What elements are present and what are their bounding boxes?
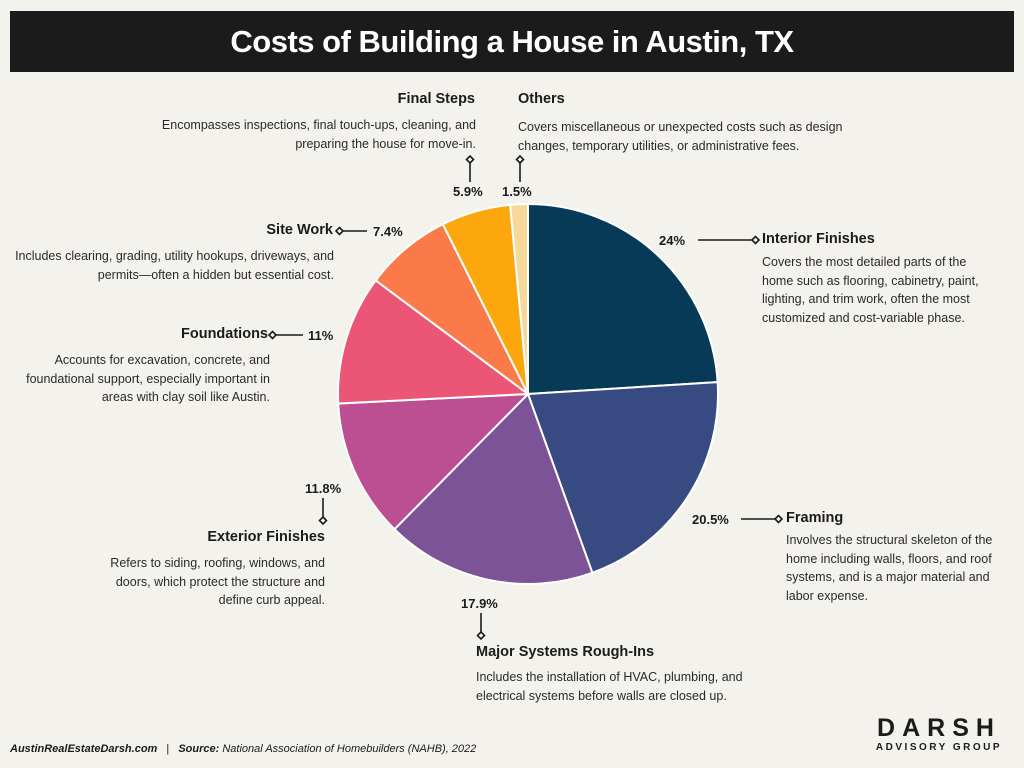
pie-slice-others bbox=[509, 202, 529, 395]
slice-label-foundations: 11% bbox=[308, 328, 334, 343]
category-description-final-steps: Encompasses inspections, final touch-ups… bbox=[161, 118, 476, 151]
category-description-major-systems: Includes the installation of HVAC, plumb… bbox=[476, 670, 743, 703]
leader-lines bbox=[267, 154, 784, 641]
category-title-major-systems: Major Systems Rough-Ins bbox=[476, 644, 655, 660]
brand-logo: DARSH ADVISORY GROUP bbox=[864, 714, 1014, 753]
category-description-framing: Involves the structural skeleton of the … bbox=[786, 533, 993, 603]
slice-label-major-systems: 17.9% bbox=[461, 596, 498, 611]
pie-slice-major-systems-rough-ins bbox=[393, 392, 594, 585]
category-title-exterior-finishes: Exterior Finishes bbox=[207, 529, 325, 545]
footer-separator: | bbox=[166, 743, 170, 755]
leader-marker-site-work bbox=[334, 226, 345, 236]
category-description-site-work: Includes clearing, grading, utility hook… bbox=[15, 249, 334, 282]
title-bar: Costs of Building a House in Austin, TX bbox=[10, 11, 1014, 72]
footer: AustinRealEstateDarsh.com | Source: Nati… bbox=[10, 743, 476, 755]
category-description-exterior-finishes: Refers to siding, roofing, windows, and … bbox=[110, 556, 325, 607]
leader-marker-final-steps bbox=[465, 154, 475, 165]
category-title-site-work: Site Work bbox=[266, 222, 333, 238]
leader-marker-major-systems bbox=[476, 630, 486, 641]
leader-marker-others bbox=[515, 154, 525, 165]
pie-slices bbox=[337, 202, 720, 585]
brand-subtitle: ADVISORY GROUP bbox=[875, 742, 1003, 753]
leader-marker-framing bbox=[773, 514, 784, 524]
leader-marker-interior-finishes bbox=[750, 235, 761, 245]
category-description-interior-finishes: Covers the most detailed parts of the ho… bbox=[762, 255, 979, 325]
category-title-framing: Framing bbox=[786, 510, 844, 526]
slice-label-final-steps: 5.9% bbox=[453, 184, 483, 199]
slice-label-others: 1.5% bbox=[502, 184, 532, 199]
slice-label-exterior-finishes: 11.8% bbox=[305, 481, 342, 496]
slice-label-site-work: 7.4% bbox=[373, 224, 403, 239]
pie-slice-exterior-finishes bbox=[337, 392, 531, 531]
category-title-interior-finishes: Interior Finishes bbox=[762, 231, 875, 247]
pie-slice-interior-finishes bbox=[527, 202, 719, 396]
category-title-foundations: Foundations bbox=[181, 326, 268, 342]
footer-source-label: Source: bbox=[178, 743, 220, 755]
page-title: Costs of Building a House in Austin, TX bbox=[230, 23, 794, 59]
pie-slice-foundations bbox=[337, 279, 531, 405]
category-description-others: Covers miscellaneous or unexpected costs… bbox=[518, 120, 843, 153]
leader-marker-foundations bbox=[267, 330, 278, 340]
slice-label-interior-finishes: 24% bbox=[659, 233, 686, 248]
slice-label-framing: 20.5% bbox=[692, 512, 729, 527]
brand-name: DARSH bbox=[877, 714, 1001, 742]
footer-site[interactable]: AustinRealEstateDarsh.com bbox=[10, 743, 158, 755]
category-title-final-steps: Final Steps bbox=[397, 91, 475, 107]
footer-source-text: National Association of Homebuilders (NA… bbox=[222, 743, 477, 755]
leader-marker-exterior-finishes bbox=[318, 515, 328, 526]
category-title-others: Others bbox=[518, 91, 565, 107]
category-description-foundations: Accounts for excavation, concrete, and f… bbox=[26, 353, 270, 404]
